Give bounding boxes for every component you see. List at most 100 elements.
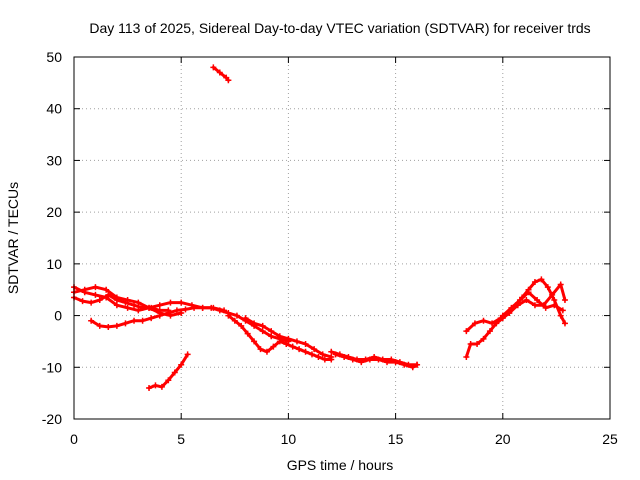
data-point <box>263 348 270 355</box>
data-point <box>270 343 277 350</box>
data-point <box>88 299 95 306</box>
y-axis-title: SDTVAR / TECUs <box>5 182 21 294</box>
data-point <box>113 302 120 309</box>
data-point <box>79 298 86 305</box>
data-point <box>148 315 155 322</box>
x-tick-label: 15 <box>388 431 404 447</box>
x-tick-label: 5 <box>177 431 185 447</box>
data-point <box>231 317 238 324</box>
data-traces <box>71 64 568 391</box>
data-point <box>328 353 335 360</box>
data-point <box>531 278 538 285</box>
data-point <box>559 307 566 314</box>
data-point <box>285 335 292 342</box>
data-point <box>499 312 506 319</box>
data-point <box>257 346 264 353</box>
data-point <box>259 328 266 335</box>
data-point <box>268 328 275 335</box>
data-point <box>122 320 129 327</box>
data-point <box>178 361 185 368</box>
data-point <box>302 348 309 355</box>
y-tick-label: 20 <box>46 204 62 220</box>
data-point <box>103 286 110 293</box>
x-tick-label: 10 <box>281 431 297 447</box>
data-point <box>244 330 251 337</box>
data-point <box>233 312 240 319</box>
grid-lines <box>74 57 610 419</box>
data-point <box>96 322 103 329</box>
data-point <box>225 77 232 84</box>
data-point <box>474 341 481 348</box>
data-point <box>531 302 538 309</box>
y-axis-ticks: -20 -10 0 10 20 30 40 50 <box>42 49 610 427</box>
data-point <box>557 312 564 319</box>
data-point <box>302 341 309 348</box>
data-point <box>158 383 165 390</box>
data-point <box>542 304 549 311</box>
data-point <box>216 307 223 314</box>
data-point <box>538 276 545 283</box>
y-tick-label: 10 <box>46 256 62 272</box>
series-track-f <box>211 65 230 82</box>
data-point <box>486 328 493 335</box>
plot-frame <box>73 56 611 420</box>
data-point <box>315 353 322 360</box>
data-point <box>135 299 142 306</box>
x-tick-label: 0 <box>70 431 78 447</box>
data-point <box>349 356 356 363</box>
x-axis-title: GPS time / hours <box>287 457 394 473</box>
y-tick-label: 0 <box>54 308 62 324</box>
data-point <box>92 284 99 291</box>
data-point <box>165 377 172 384</box>
data-point <box>332 351 339 358</box>
data-point <box>156 312 163 319</box>
data-point <box>148 304 155 311</box>
data-point <box>276 333 283 340</box>
data-point <box>135 307 142 314</box>
x-axis-ticks: 0 5 10 15 20 25 <box>70 57 618 447</box>
data-point <box>182 306 189 313</box>
data-point <box>156 302 163 309</box>
chart-title: Day 113 of 2025, Sidereal Day-to-day VTE… <box>89 20 590 36</box>
data-point <box>289 343 296 350</box>
data-point <box>463 353 470 360</box>
data-point <box>96 297 103 304</box>
data-point <box>131 317 138 324</box>
data-point <box>471 320 478 327</box>
data-point <box>139 317 146 324</box>
data-point <box>165 309 172 316</box>
data-point <box>173 307 180 314</box>
data-point <box>328 348 335 355</box>
data-point <box>113 322 120 329</box>
data-point <box>259 322 266 329</box>
data-point <box>366 356 373 363</box>
data-point <box>268 333 275 340</box>
y-tick-label: 40 <box>46 101 62 117</box>
data-point <box>251 338 258 345</box>
data-point <box>401 361 408 368</box>
y-tick-label: 50 <box>46 49 62 65</box>
data-point <box>467 341 474 348</box>
data-point <box>276 338 283 345</box>
data-point <box>210 64 217 71</box>
data-point <box>105 291 112 298</box>
data-point <box>319 351 326 358</box>
data-point <box>480 335 487 342</box>
data-point <box>113 297 120 304</box>
data-point <box>384 359 391 366</box>
data-point <box>508 304 515 311</box>
data-point <box>311 346 318 353</box>
y-tick-label: -10 <box>42 359 62 375</box>
data-point <box>92 291 99 298</box>
data-point <box>392 359 399 366</box>
data-point <box>308 351 315 358</box>
data-point <box>146 384 153 391</box>
data-point <box>414 361 421 368</box>
data-point <box>238 322 245 329</box>
data-point <box>293 338 300 345</box>
data-point <box>167 299 174 306</box>
data-point <box>409 364 416 371</box>
data-point <box>557 281 564 288</box>
data-point <box>225 312 232 319</box>
